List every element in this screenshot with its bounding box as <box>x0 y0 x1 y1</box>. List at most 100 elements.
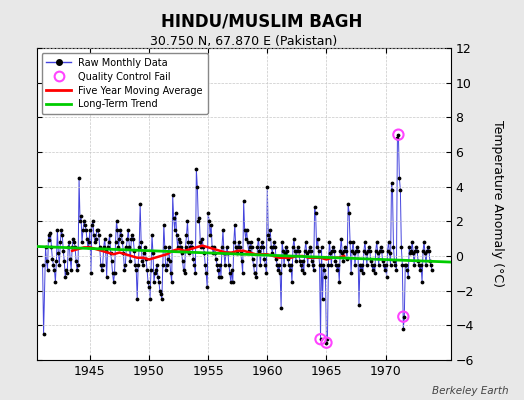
Point <box>365 244 373 250</box>
Point <box>255 248 264 254</box>
Point <box>226 270 234 276</box>
Point <box>359 248 368 254</box>
Point <box>333 267 342 273</box>
Point <box>321 274 330 280</box>
Point <box>269 244 277 250</box>
Point <box>182 232 191 238</box>
Point <box>121 262 129 268</box>
Point <box>196 239 204 245</box>
Point <box>326 249 335 256</box>
Point <box>266 227 275 233</box>
Point <box>220 249 228 256</box>
Point <box>368 267 377 273</box>
Point <box>348 248 356 254</box>
Point <box>67 267 75 273</box>
Point <box>299 258 307 264</box>
Point <box>96 262 105 268</box>
Point <box>245 244 254 250</box>
Point <box>281 249 289 256</box>
Point <box>363 262 371 268</box>
Point <box>116 227 125 233</box>
Point <box>235 239 243 245</box>
Point <box>338 249 346 256</box>
Point <box>45 237 53 244</box>
Point <box>46 230 54 237</box>
Point <box>173 244 182 250</box>
Point <box>135 244 144 250</box>
Point <box>69 236 78 242</box>
Point <box>52 258 61 264</box>
Point <box>323 336 332 342</box>
Point <box>257 244 266 250</box>
Point <box>233 249 241 256</box>
Point <box>252 270 260 276</box>
Point <box>304 248 313 254</box>
Point <box>138 258 146 264</box>
Point <box>392 267 401 273</box>
Point <box>76 218 84 224</box>
Point <box>296 258 304 264</box>
Point <box>367 258 375 264</box>
Point <box>189 256 198 263</box>
Point <box>50 267 59 273</box>
Point <box>376 248 384 254</box>
Text: Berkeley Earth: Berkeley Earth <box>432 386 508 396</box>
Point <box>107 258 116 264</box>
Point <box>191 270 200 276</box>
Point <box>197 244 205 250</box>
Point <box>357 267 365 273</box>
Point <box>108 270 117 276</box>
Point <box>150 279 158 285</box>
Point <box>384 248 392 254</box>
Point <box>369 262 378 268</box>
Point <box>180 270 189 276</box>
Point <box>65 239 73 245</box>
Text: HINDU/MUSLIM BAGH: HINDU/MUSLIM BAGH <box>161 12 363 30</box>
Point <box>364 248 372 254</box>
Point <box>114 244 123 250</box>
Point <box>146 296 154 302</box>
Point <box>112 218 121 224</box>
Point <box>324 262 333 268</box>
Point <box>201 262 210 268</box>
Point <box>244 239 252 245</box>
Point <box>339 258 347 264</box>
Point <box>198 236 206 242</box>
Point <box>200 249 209 256</box>
Point <box>227 267 236 273</box>
Point <box>188 244 196 250</box>
Point <box>89 218 97 224</box>
Point <box>179 267 188 273</box>
Point <box>399 314 408 320</box>
Point <box>329 244 337 250</box>
Point <box>207 222 215 228</box>
Point <box>263 184 271 190</box>
Point <box>425 248 433 254</box>
Point <box>43 267 52 273</box>
Point <box>212 256 220 263</box>
Point <box>335 279 343 285</box>
Point <box>236 249 245 256</box>
Point <box>147 267 155 273</box>
Point <box>390 258 399 264</box>
Point <box>53 227 61 233</box>
Point <box>166 258 174 264</box>
Point <box>320 267 329 273</box>
Point <box>187 239 195 245</box>
Point <box>156 288 164 294</box>
Point <box>239 197 248 204</box>
Point <box>316 336 325 342</box>
Point <box>310 267 318 273</box>
Point <box>181 244 190 250</box>
Point <box>209 249 217 256</box>
Point <box>318 244 326 250</box>
Point <box>411 248 419 254</box>
Point <box>293 248 301 254</box>
Point <box>354 248 362 254</box>
Point <box>68 244 77 250</box>
Point <box>278 239 286 245</box>
Point <box>368 262 376 268</box>
Point <box>204 210 212 216</box>
Point <box>401 262 409 268</box>
Point <box>71 244 79 250</box>
